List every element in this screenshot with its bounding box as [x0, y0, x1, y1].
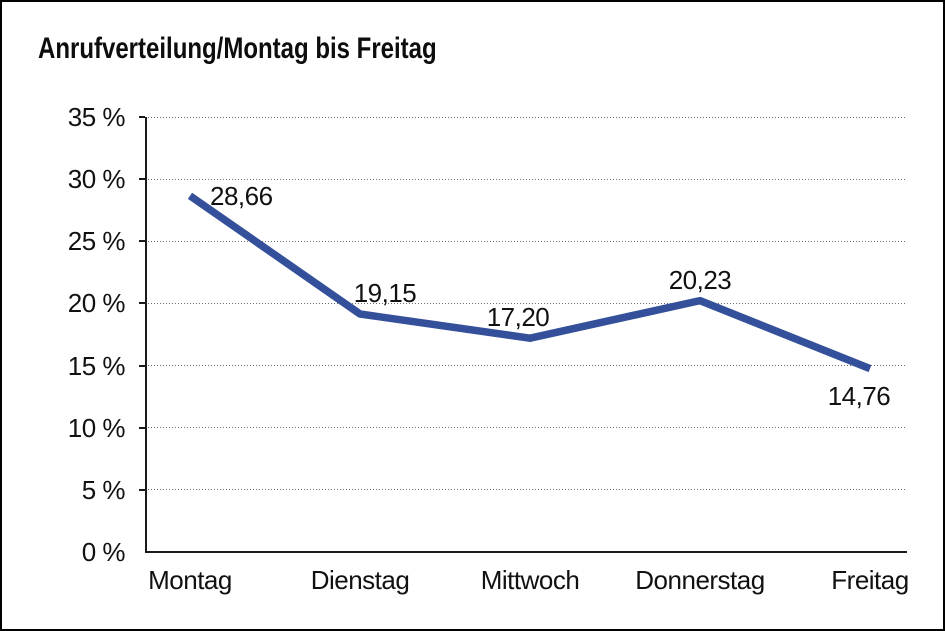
y-tick-label: 30 % — [67, 164, 126, 195]
data-point-label: 20,23 — [668, 264, 732, 295]
gridline — [145, 116, 907, 118]
x-axis-line — [145, 551, 907, 553]
y-axis-tick — [139, 426, 145, 429]
data-point-label: 17,20 — [486, 302, 550, 333]
gridline — [145, 427, 907, 429]
y-tick-label: 35 % — [67, 102, 126, 132]
y-axis-tick — [139, 178, 145, 181]
y-tick-label: 25 % — [67, 226, 126, 257]
y-axis-line — [145, 117, 147, 553]
y-tick-label: 15 % — [67, 350, 126, 381]
data-point-label: 19,15 — [353, 277, 417, 308]
x-category-label: Freitag — [831, 565, 909, 595]
gridline — [145, 365, 907, 367]
y-axis-tick — [139, 488, 145, 491]
y-axis-tick — [139, 302, 145, 305]
x-category-label: Mittwoch — [480, 565, 580, 595]
chart-title: Anrufverteilung/Montag bis Freitag — [38, 32, 437, 65]
gridline — [145, 302, 907, 304]
data-point-label: 28,66 — [210, 180, 273, 211]
gridline — [145, 240, 907, 242]
y-axis-tick — [139, 116, 145, 118]
data-series-line — [187, 192, 872, 373]
y-tick-label: 20 % — [67, 288, 126, 319]
x-category-label: Dienstag — [310, 565, 410, 595]
y-tick-label: 0 % — [81, 537, 126, 567]
x-category-label: Donnerstag — [635, 565, 765, 595]
y-axis-tick — [139, 364, 145, 367]
y-tick-label: 10 % — [67, 412, 126, 443]
data-point-label: 14,76 — [827, 380, 891, 411]
gridline — [145, 489, 907, 491]
y-axis-tick — [139, 240, 145, 243]
gridline — [145, 178, 907, 180]
y-tick-label: 5 % — [81, 474, 126, 505]
x-category-label: Montag — [148, 565, 232, 595]
